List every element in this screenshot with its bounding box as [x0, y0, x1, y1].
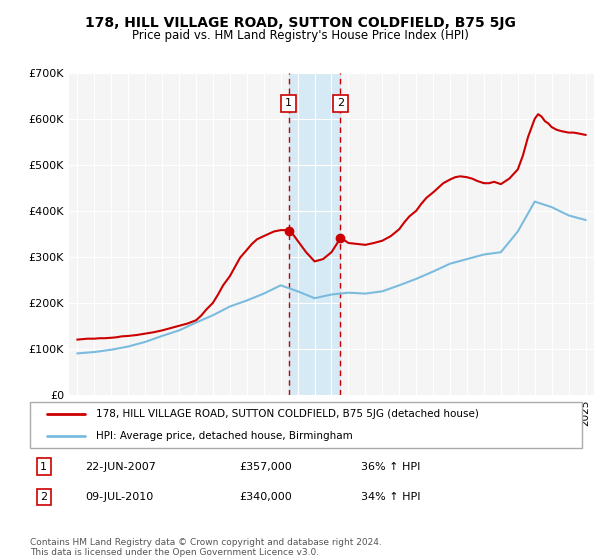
- Text: 1: 1: [40, 461, 47, 472]
- Text: HPI: Average price, detached house, Birmingham: HPI: Average price, detached house, Birm…: [96, 431, 353, 441]
- Text: 09-JUL-2010: 09-JUL-2010: [85, 492, 154, 502]
- Text: 2: 2: [40, 492, 47, 502]
- Text: 2: 2: [337, 99, 344, 109]
- Bar: [289, 73, 340, 395]
- Text: 34% ↑ HPI: 34% ↑ HPI: [361, 492, 421, 502]
- FancyBboxPatch shape: [30, 402, 582, 448]
- Text: £357,000: £357,000: [240, 461, 293, 472]
- Text: 178, HILL VILLAGE ROAD, SUTTON COLDFIELD, B75 5JG (detached house): 178, HILL VILLAGE ROAD, SUTTON COLDFIELD…: [96, 409, 479, 419]
- Text: Price paid vs. HM Land Registry's House Price Index (HPI): Price paid vs. HM Land Registry's House …: [131, 29, 469, 42]
- Text: £340,000: £340,000: [240, 492, 293, 502]
- Text: 36% ↑ HPI: 36% ↑ HPI: [361, 461, 421, 472]
- Text: 178, HILL VILLAGE ROAD, SUTTON COLDFIELD, B75 5JG: 178, HILL VILLAGE ROAD, SUTTON COLDFIELD…: [85, 16, 515, 30]
- Text: Contains HM Land Registry data © Crown copyright and database right 2024.
This d: Contains HM Land Registry data © Crown c…: [30, 538, 382, 557]
- Text: 22-JUN-2007: 22-JUN-2007: [85, 461, 156, 472]
- Text: 1: 1: [285, 99, 292, 109]
